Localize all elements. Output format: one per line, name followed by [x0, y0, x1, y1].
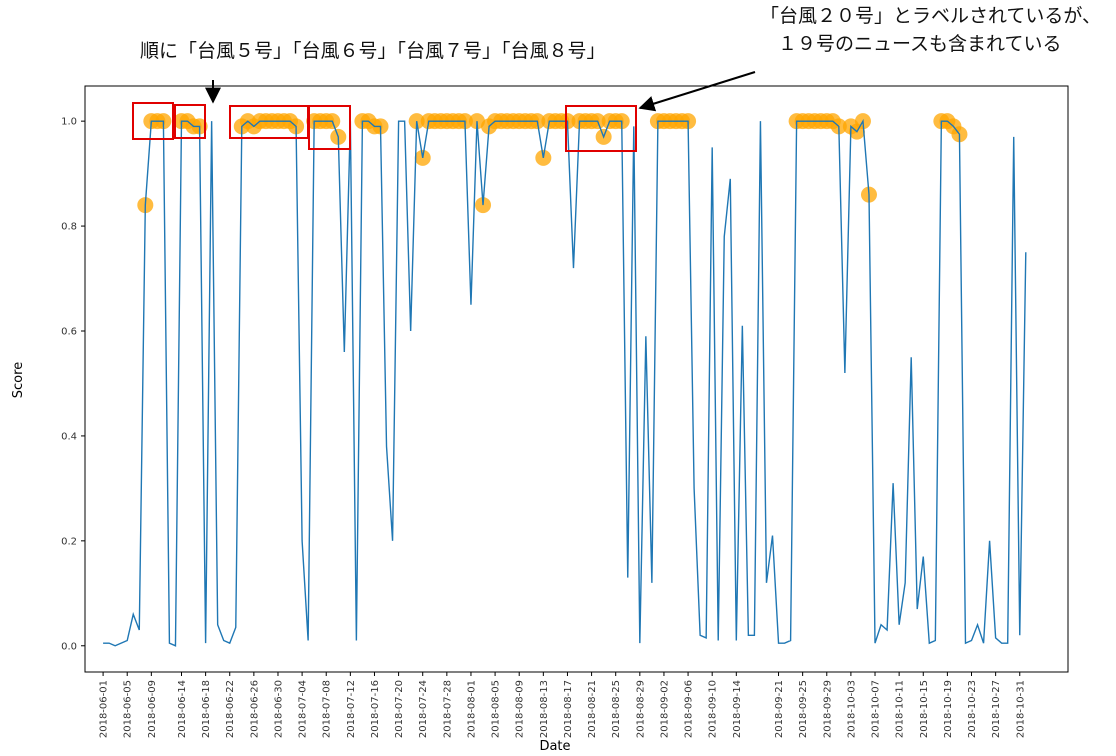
x-tick-label: 2018-07-20 [394, 680, 405, 738]
x-tick-label: 2018-06-30 [273, 680, 284, 738]
x-tick-label: 2018-10-11 [895, 680, 906, 738]
y-tick-label: 0.6 [61, 326, 77, 337]
x-tick-label: 2018-06-26 [249, 680, 260, 738]
x-tick-label: 2018-09-29 [822, 680, 833, 738]
x-tick-label: 2018-06-09 [147, 680, 158, 738]
y-tick-label: 1.0 [61, 117, 77, 128]
x-tick-label: 2018-07-04 [298, 680, 309, 738]
box [132, 102, 174, 140]
x-tick-label: 2018-10-07 [871, 680, 882, 738]
axes-frame [84, 85, 1069, 673]
box [308, 105, 351, 150]
y-tick-label: 0.0 [61, 641, 77, 652]
box [174, 104, 206, 139]
y-tick-label: 0.2 [61, 536, 77, 547]
box [565, 105, 637, 152]
x-tick-label: 2018-06-14 [177, 680, 188, 738]
x-tick-label: 2018-08-13 [539, 680, 550, 738]
x-tick-label: 2018-10-27 [991, 680, 1002, 738]
x-tick-label: 2018-09-14 [732, 680, 743, 738]
annotation: １９号のニュースも含まれている [778, 33, 1061, 55]
x-tick-label: 2018-09-10 [708, 680, 719, 738]
x-tick-label: 2018-08-05 [491, 680, 502, 738]
y-tick-label: 0.4 [61, 431, 77, 442]
arrow [638, 71, 756, 112]
x-tick-label: 2018-08-17 [563, 680, 574, 738]
x-tick-label: 2018-07-16 [370, 680, 381, 738]
x-tick-label: 2018-06-05 [123, 680, 134, 738]
x-tick-label: 2018-06-22 [225, 680, 236, 738]
x-tick-label: 2018-08-29 [635, 680, 646, 738]
x-tick-label: 2018-10-31 [1015, 680, 1026, 738]
line [103, 118, 1027, 647]
x-tick-label: 2018-09-02 [659, 680, 670, 738]
y-axis-label: Score [11, 362, 26, 398]
x-tick-label: 2018-07-12 [346, 680, 357, 738]
x-tick-label: 2018-08-01 [466, 680, 477, 738]
x-tick-label: 2018-09-25 [798, 680, 809, 738]
x-tick-label: 2018-10-15 [919, 680, 930, 738]
highlight-boxes [132, 102, 637, 152]
x-tick-label: 2018-06-18 [201, 680, 212, 738]
y-tick-label: 0.8 [61, 222, 77, 233]
x-tick-label: 2018-07-24 [418, 680, 429, 738]
x-axis-label: Date [539, 739, 570, 754]
x-tick-label: 2018-06-01 [99, 680, 110, 738]
annotation: 順に「台風５号」「台風６号」「台風７号」「台風８号」 [140, 40, 606, 62]
x-tick-label: 2018-10-19 [943, 680, 954, 738]
x-tick-label: 2018-08-21 [587, 680, 598, 738]
x-tick-label: 2018-07-28 [442, 680, 453, 738]
x-tick-label: 2018-08-25 [611, 680, 622, 738]
x-tick-label: 2018-07-08 [322, 680, 333, 738]
annotation: 「台風２０号」とラベルされているが、 [760, 5, 1101, 27]
x-tick-label: 2018-09-21 [774, 680, 785, 738]
x-tick-label: 2018-10-23 [967, 680, 978, 738]
x-tick-label: 2018-09-06 [684, 680, 695, 738]
x-tick-label: 2018-10-03 [846, 680, 857, 738]
x-tick-label: 2018-08-09 [515, 680, 526, 738]
